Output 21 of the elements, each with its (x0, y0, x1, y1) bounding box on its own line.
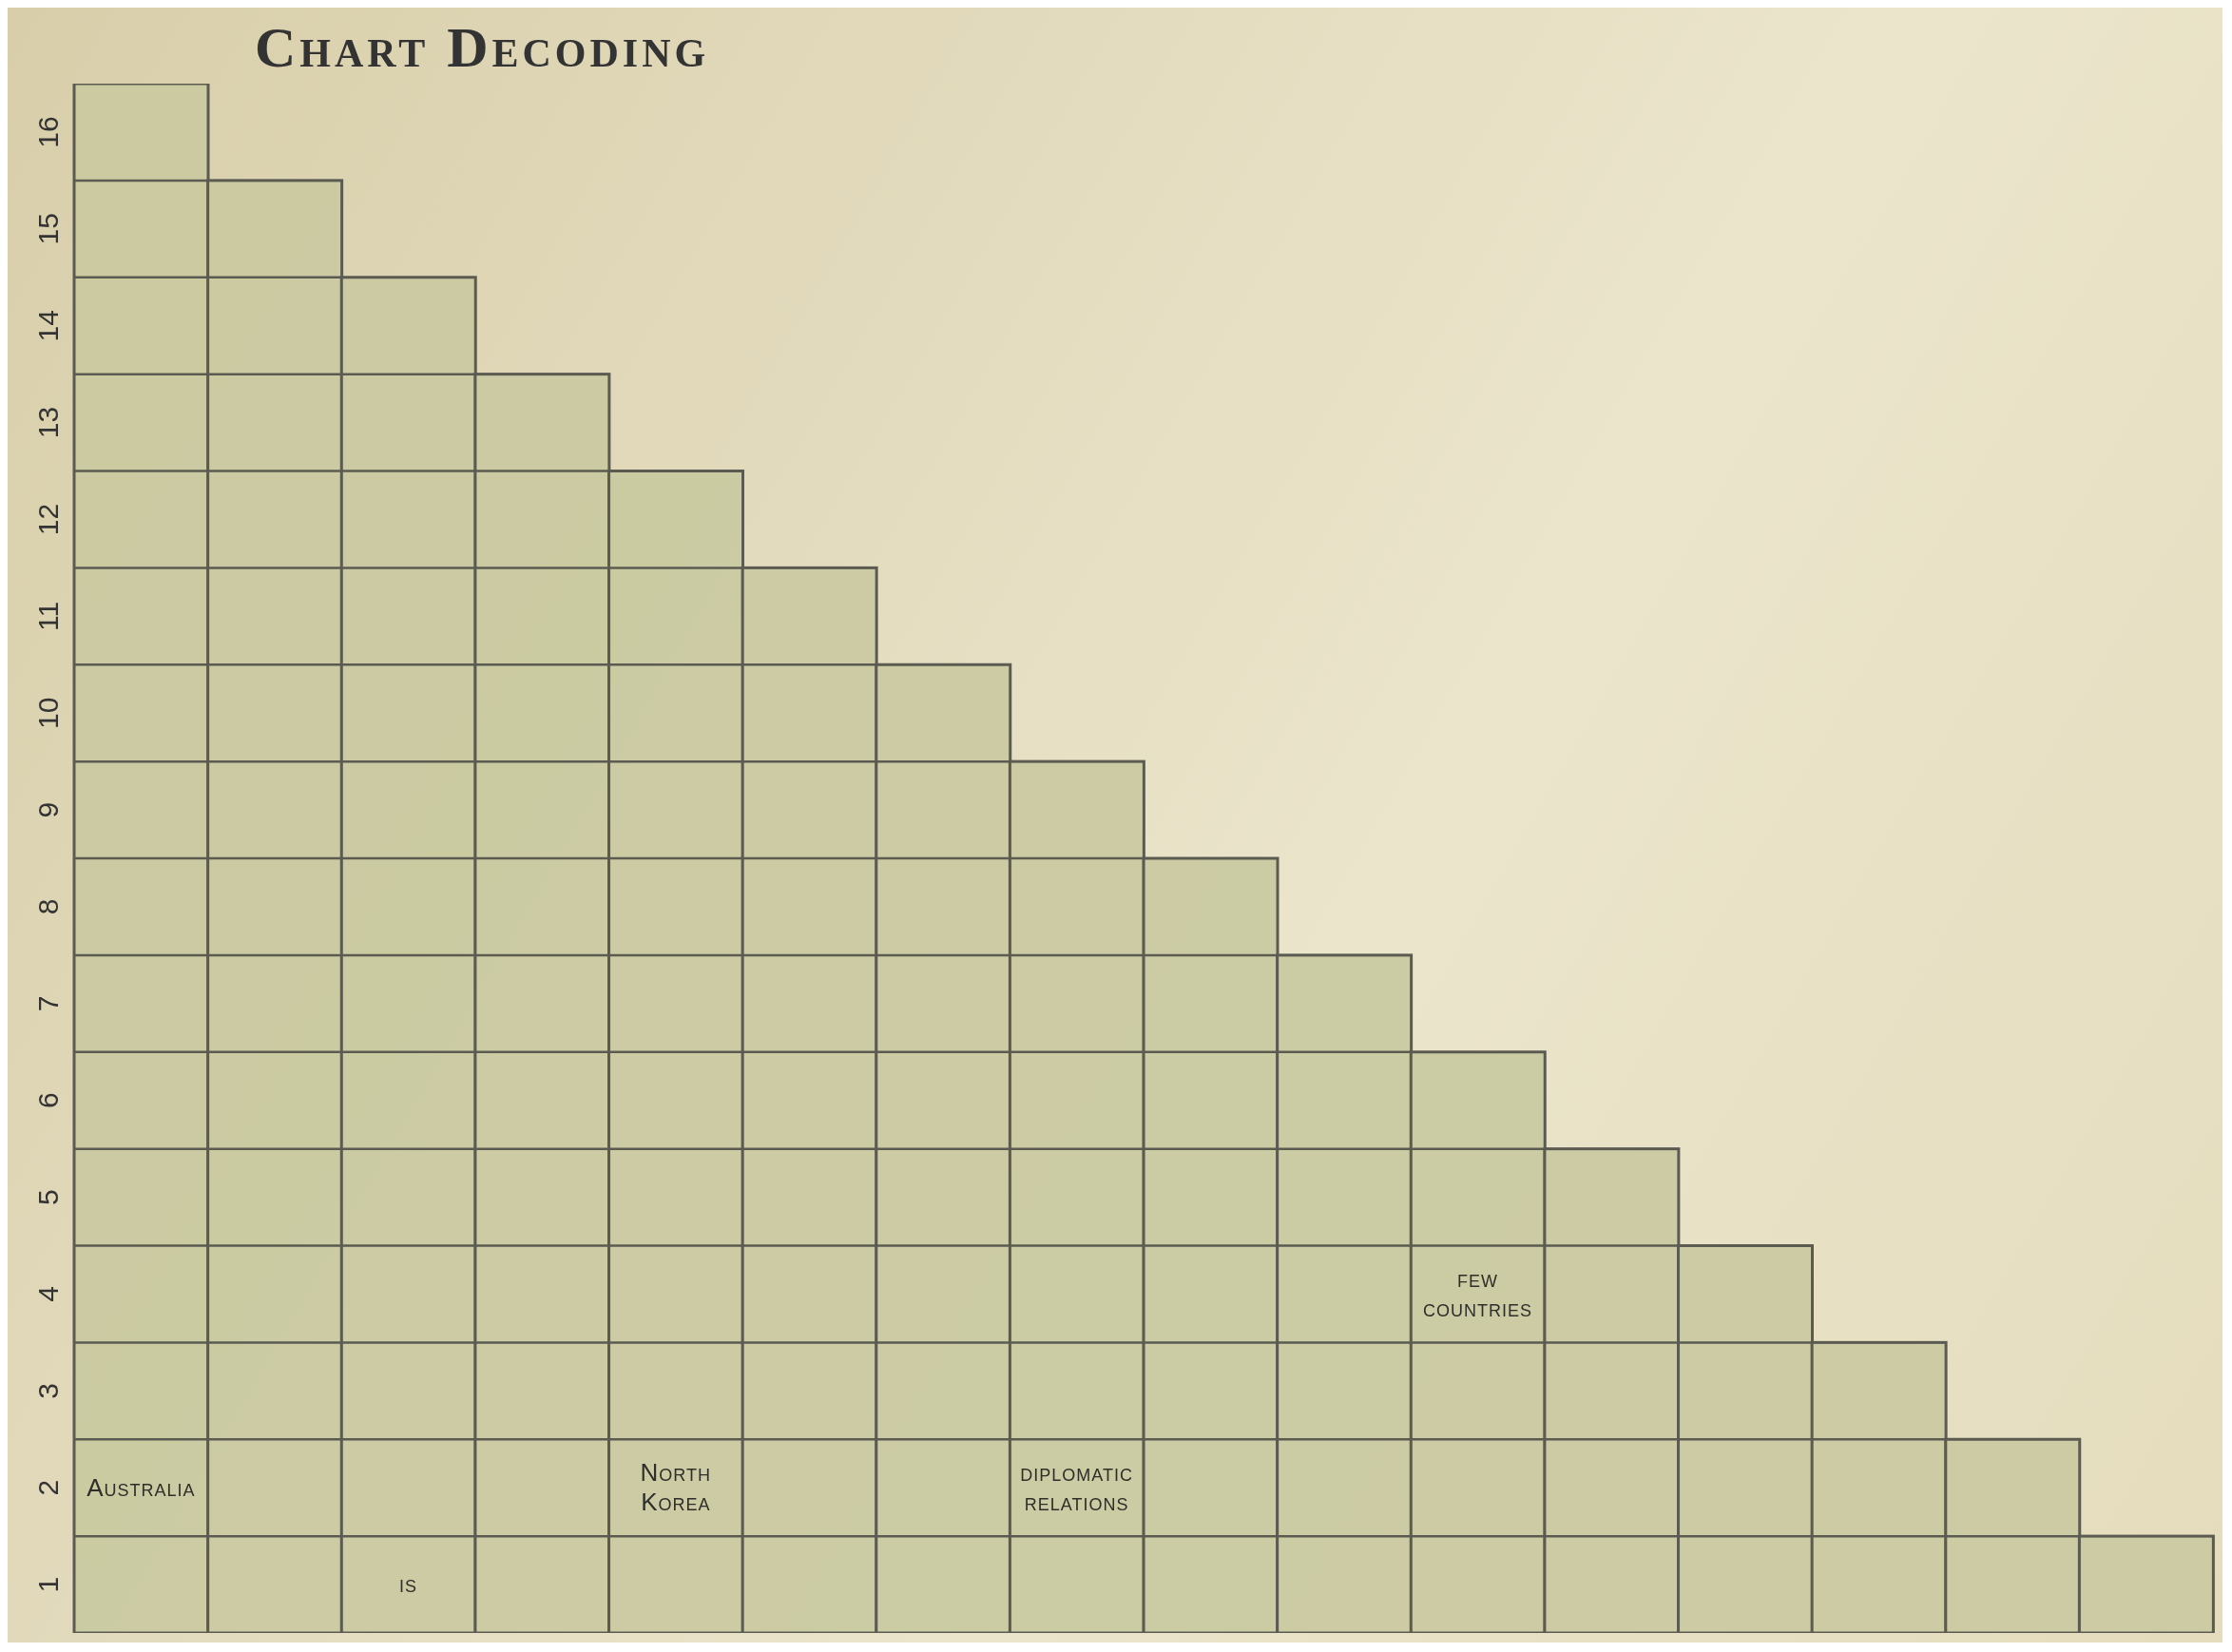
y-tick-label: 4 (31, 1286, 64, 1302)
y-tick-label: 11 (31, 601, 64, 631)
annotation: diplomatic relations (1019, 1458, 1135, 1518)
y-tick-label: 2 (31, 1479, 64, 1496)
y-tick-label: 7 (31, 995, 64, 1012)
chart-title: Chart Decoding (255, 15, 710, 81)
y-tick-label: 9 (31, 801, 64, 818)
y-tick-label: 3 (31, 1382, 64, 1399)
y-tick-label: 15 (31, 213, 64, 245)
annotation: North Korea (639, 1458, 713, 1518)
y-tick-label: 6 (31, 1092, 64, 1109)
y-tick-label: 13 (31, 406, 64, 439)
annotation: is (399, 1569, 418, 1600)
annotation: few countries (1422, 1264, 1534, 1324)
y-tick-label: 1 (31, 1576, 64, 1593)
y-tick-label: 8 (31, 898, 64, 915)
y-tick-label: 14 (31, 310, 64, 342)
y-tick-label: 12 (31, 503, 64, 536)
y-tick-label: 10 (31, 697, 64, 729)
y-tick-label: 5 (31, 1189, 64, 1205)
y-tick-label: 16 (31, 116, 64, 148)
